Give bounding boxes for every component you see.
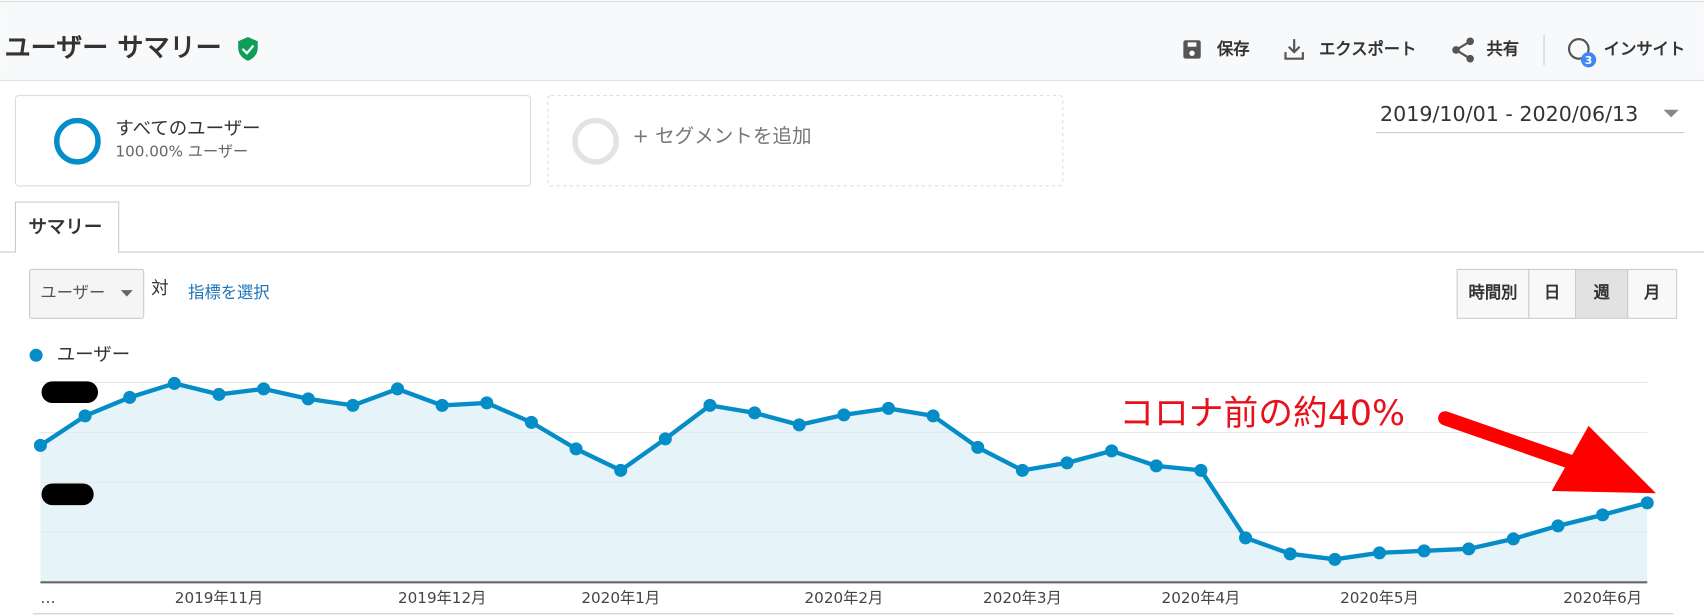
x-tick-label: 2019年12月 <box>398 589 486 607</box>
point <box>480 396 494 410</box>
x-tick-label: 2020年6月 <box>1563 589 1642 607</box>
granularity-label[interactable]: 週 <box>1593 283 1610 302</box>
point <box>748 406 762 420</box>
x-tick-label: 2020年5月 <box>1340 589 1419 607</box>
legend-dot <box>29 348 43 362</box>
redacted <box>41 381 99 404</box>
point <box>614 463 628 477</box>
point <box>926 409 940 423</box>
header-bar <box>0 0 1704 81</box>
segment-card[interactable] <box>14 95 531 187</box>
x-tick-label: … <box>40 589 55 607</box>
date-range[interactable]: 2019/10/01 - 2020/06/13 <box>1380 102 1638 126</box>
point <box>1015 463 1029 477</box>
point <box>1640 496 1654 510</box>
insight-badge: 3 <box>1585 54 1593 67</box>
point <box>1372 546 1386 560</box>
point <box>524 415 538 429</box>
verified-shield <box>238 36 258 61</box>
point <box>1328 552 1342 566</box>
segment-detail: 100.00% ユーザー <box>115 143 248 161</box>
x-tick-label: 2020年4月 <box>1162 589 1241 607</box>
add-segment-card[interactable] <box>547 95 1064 187</box>
legend-label: ユーザー <box>57 344 130 365</box>
point <box>1417 544 1431 558</box>
granularity-label[interactable]: 月 <box>1643 283 1660 302</box>
arrow-head <box>1551 425 1656 494</box>
point <box>881 401 896 415</box>
point <box>435 398 449 412</box>
point <box>1551 519 1565 533</box>
annotation: コロナ前の約40% <box>1119 394 1405 434</box>
granularity-label[interactable]: 日 <box>1544 283 1560 302</box>
point <box>971 440 985 454</box>
point <box>658 432 672 446</box>
point <box>792 418 806 432</box>
dropdown-caret <box>120 290 133 297</box>
segment-ring <box>54 117 101 165</box>
point <box>1105 444 1119 458</box>
x-tick-label: 2020年3月 <box>983 589 1062 607</box>
granularity-button[interactable] <box>1575 268 1629 319</box>
point <box>1506 532 1520 546</box>
insight-action[interactable]: インサイト <box>1604 39 1685 58</box>
tab-outline <box>0 201 1704 253</box>
point <box>212 387 226 401</box>
x-tick-label: 2019年11月 <box>175 589 263 607</box>
empty-ring <box>572 117 619 165</box>
point <box>257 382 271 396</box>
granularity-label[interactable]: 時間別 <box>1469 283 1518 302</box>
share-icon[interactable] <box>1452 37 1474 63</box>
versus-label: 対 <box>151 279 168 299</box>
point <box>1194 463 1208 477</box>
point <box>569 442 583 456</box>
page-title: ユーザー サマリー <box>5 33 222 63</box>
granularity-button[interactable] <box>1528 268 1577 319</box>
point <box>167 376 181 390</box>
point <box>390 382 405 396</box>
insight-icon[interactable] <box>1567 38 1597 68</box>
export-icon[interactable] <box>1284 39 1304 60</box>
save-icon[interactable] <box>1183 40 1201 59</box>
save-action[interactable]: 保存 <box>1216 39 1250 58</box>
metric-dropdown[interactable] <box>29 268 145 319</box>
point <box>1283 547 1297 561</box>
select-metric[interactable]: 指標を選択 <box>188 283 269 302</box>
granularity-button[interactable] <box>1627 268 1678 319</box>
point <box>78 409 92 423</box>
point <box>1239 531 1253 545</box>
point <box>123 390 137 404</box>
tab-summary[interactable]: サマリー <box>28 217 102 238</box>
point <box>1060 456 1074 470</box>
point <box>1462 542 1476 556</box>
point <box>837 408 851 422</box>
point <box>1149 459 1163 473</box>
share-action[interactable]: 共有 <box>1486 39 1519 58</box>
arrow-shaft <box>1438 411 1599 477</box>
point <box>703 398 717 412</box>
metric-label: ユーザー <box>40 283 105 302</box>
x-tick-label: 2020年1月 <box>581 589 660 607</box>
granularity-button[interactable] <box>1456 268 1530 319</box>
export-action[interactable]: エクスポート <box>1319 39 1416 58</box>
point <box>301 392 315 406</box>
add-segment[interactable]: + セグメントを追加 <box>633 124 812 147</box>
point <box>346 398 360 412</box>
x-tick-label: 2020年2月 <box>805 589 884 607</box>
redacted <box>41 483 94 506</box>
point <box>1596 508 1610 522</box>
date-caret[interactable] <box>1663 109 1679 118</box>
segment-name: すべてのユーザー <box>115 118 260 139</box>
point <box>33 438 47 452</box>
